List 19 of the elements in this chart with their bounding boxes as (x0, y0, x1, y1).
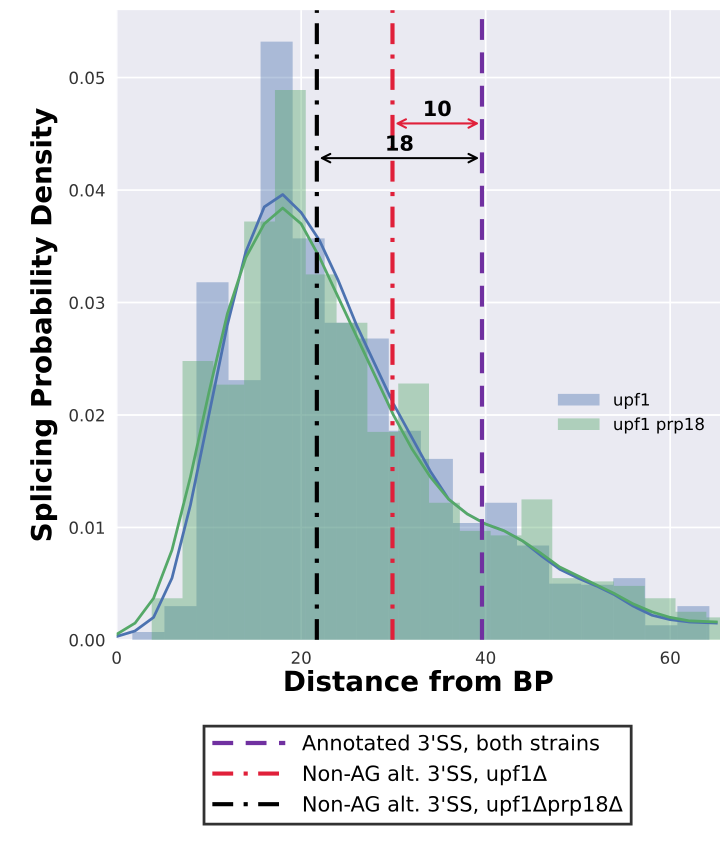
x-tick-label: 20 (292, 651, 311, 664)
x-tick-label: 40 (476, 651, 496, 664)
legend-label: upf1 (614, 392, 649, 410)
x-tick-label: 0 (112, 651, 121, 664)
y-tick-label: 0.03 (70, 296, 104, 310)
legend-label: Non-AG alt. 3'SS, upf1Δprp18Δ (304, 796, 623, 816)
legend-label: Annotated 3'SS, both strains (302, 734, 599, 753)
y-axis-title: Splicing Probability Density (30, 108, 58, 540)
y-tick-label: 0.00 (70, 634, 104, 646)
x-axis-title: Distance from BP (285, 670, 553, 692)
legend-label: Non-AG alt. 3'SS, upf1Δ (304, 765, 547, 786)
y-tick-label: 0.02 (70, 408, 104, 422)
x-tick-label: 60 (660, 651, 680, 664)
y-tick-label: 0.01 (70, 521, 104, 534)
y-tick-label: 0.04 (70, 184, 105, 197)
annotation: 10 (425, 100, 451, 116)
annotation: 18 (387, 135, 413, 151)
legend-label: upf1 prp18 (614, 417, 704, 434)
y-tick-label: 0.05 (70, 72, 104, 84)
